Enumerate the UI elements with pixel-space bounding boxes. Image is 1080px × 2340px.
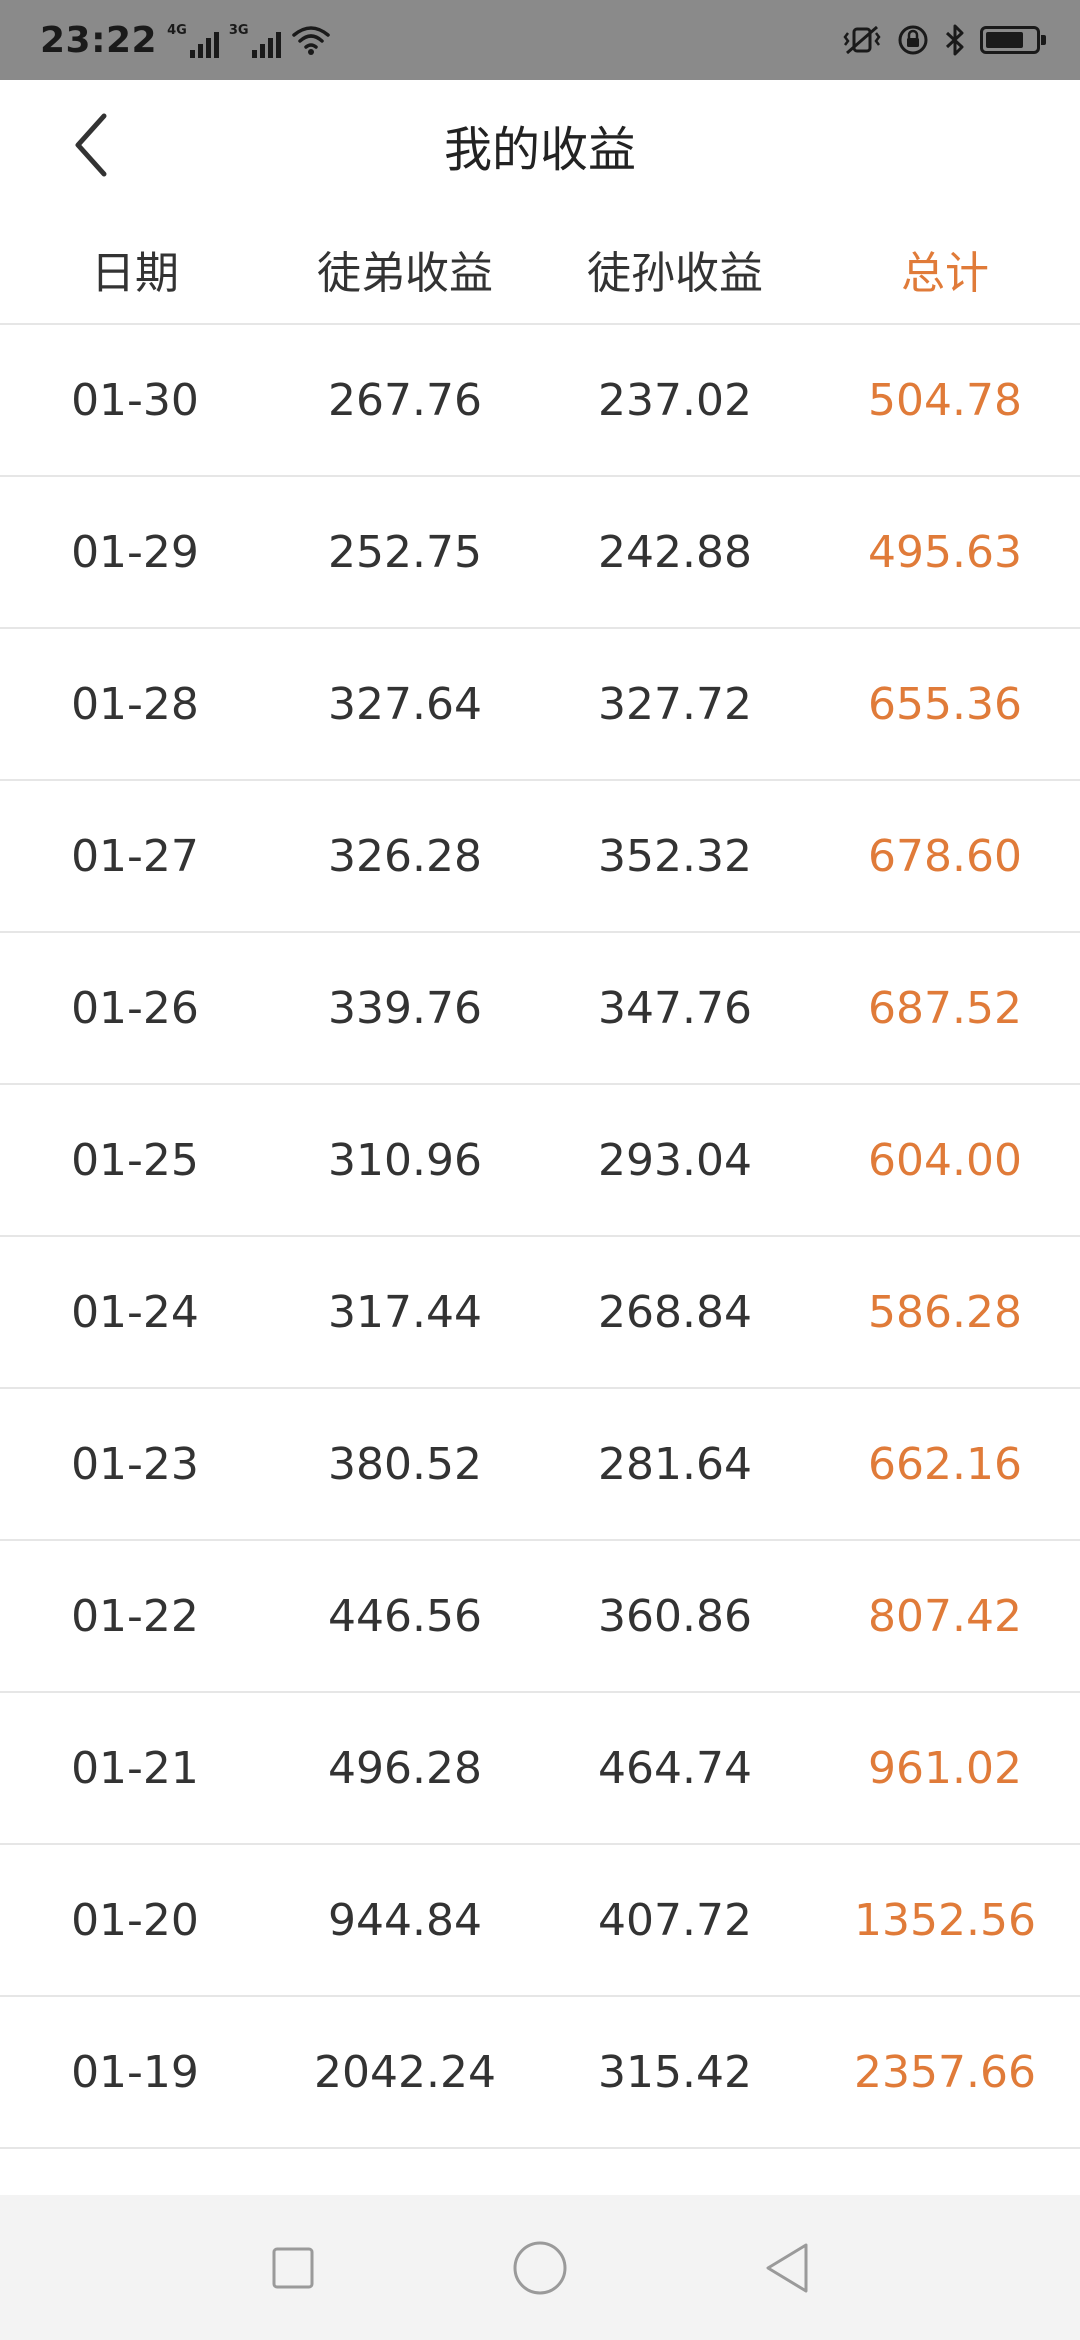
cell-apprentice-earnings: 326.28 <box>328 830 482 882</box>
table-row: 01-23 380.52 281.64 662.16 <box>0 1389 1080 1541</box>
status-time: 23:22 <box>40 19 158 61</box>
table-row: 01-21 496.28 464.74 961.02 <box>0 1693 1080 1845</box>
system-nav-bar <box>0 2195 1080 2340</box>
triangle-left-icon <box>762 2241 812 2295</box>
cell-apprentice-earnings: 339.76 <box>328 982 482 1034</box>
cell-date: 01-23 <box>71 1438 199 1490</box>
cell-date: 01-19 <box>71 2046 199 2098</box>
table-row: 01-19 2042.24 315.42 2357.66 <box>0 1997 1080 2149</box>
net-label-3g: 3G <box>228 22 249 38</box>
table-row: 01-27 326.28 352.32 678.60 <box>0 781 1080 933</box>
status-right <box>842 23 1046 57</box>
wifi-icon <box>291 24 331 56</box>
table-row: 01-29 252.75 242.88 495.63 <box>0 477 1080 629</box>
cell-apprentice-earnings: 267.76 <box>328 374 482 426</box>
cell-grand-apprentice-earnings: 347.76 <box>598 982 752 1034</box>
cell-date: 01-26 <box>71 982 199 1034</box>
column-header-grand-apprentice-earnings: 徒孙收益 <box>587 248 763 299</box>
cell-total: 662.16 <box>868 1438 1022 1490</box>
cell-date: 01-27 <box>71 830 199 882</box>
nav-back-button[interactable] <box>747 2228 827 2308</box>
cell-date: 01-20 <box>71 1894 199 1946</box>
status-bar: 23:22 4G 3G <box>0 0 1080 80</box>
cell-total: 504.78 <box>868 374 1022 426</box>
back-button[interactable] <box>55 100 125 190</box>
square-icon <box>270 2245 316 2291</box>
page-title: 我的收益 <box>443 122 636 178</box>
cell-total: 655.36 <box>868 678 1022 730</box>
cell-grand-apprentice-earnings: 360.86 <box>598 1590 752 1642</box>
cell-total: 807.42 <box>868 1590 1022 1642</box>
cell-apprentice-earnings: 317.44 <box>328 1286 482 1338</box>
bluetooth-icon <box>944 23 966 57</box>
cell-apprentice-earnings: 446.56 <box>328 1590 482 1642</box>
signal-bars-icon <box>189 31 219 58</box>
cell-total: 687.52 <box>868 982 1022 1034</box>
cell-grand-apprentice-earnings: 315.42 <box>598 2046 752 2098</box>
cell-grand-apprentice-earnings: 464.74 <box>598 1742 752 1794</box>
cell-date: 01-28 <box>71 678 199 730</box>
recents-button[interactable] <box>253 2228 333 2308</box>
nav-header: 我的收益 <box>0 80 1080 210</box>
cell-apprentice-earnings: 252.75 <box>328 526 482 578</box>
cell-date: 01-21 <box>71 1742 199 1794</box>
table-row: 01-22 446.56 360.86 807.42 <box>0 1541 1080 1693</box>
column-header-date: 日期 <box>91 248 179 299</box>
table-row: 01-24 317.44 268.84 586.28 <box>0 1237 1080 1389</box>
rotation-lock-icon <box>896 23 930 57</box>
cell-date: 01-29 <box>71 526 199 578</box>
table-header: 日期 徒弟收益 徒孙收益 总计 <box>0 215 1080 325</box>
earnings-table: 日期 徒弟收益 徒孙收益 总计 01-30 267.76 237.02 504.78 0… <box>0 215 1080 2149</box>
cell-date: 01-30 <box>71 374 199 426</box>
cell-apprentice-earnings: 380.52 <box>328 1438 482 1490</box>
cell-grand-apprentice-earnings: 268.84 <box>598 1286 752 1338</box>
signal-3g: 3G <box>229 23 281 58</box>
battery-icon <box>980 26 1046 54</box>
vibrate-mute-icon <box>842 24 882 56</box>
cell-date: 01-22 <box>71 1590 199 1642</box>
cell-grand-apprentice-earnings: 281.64 <box>598 1438 752 1490</box>
cell-apprentice-earnings: 2042.24 <box>314 2046 496 2098</box>
table-row: 01-26 339.76 347.76 687.52 <box>0 933 1080 1085</box>
cell-total: 1352.56 <box>854 1894 1036 1946</box>
table-row: 01-30 267.76 237.02 504.78 <box>0 325 1080 477</box>
cell-grand-apprentice-earnings: 352.32 <box>598 830 752 882</box>
cell-grand-apprentice-earnings: 293.04 <box>598 1134 752 1186</box>
cell-grand-apprentice-earnings: 327.72 <box>598 678 752 730</box>
cell-apprentice-earnings: 944.84 <box>328 1894 482 1946</box>
cell-total: 495.63 <box>868 526 1022 578</box>
cell-total: 604.00 <box>868 1134 1022 1186</box>
net-label-4g: 4G <box>167 22 187 38</box>
cell-grand-apprentice-earnings: 237.02 <box>598 374 752 426</box>
signal-4g: 4G <box>167 23 219 58</box>
cell-apprentice-earnings: 310.96 <box>328 1134 482 1186</box>
table-row: 01-28 327.64 327.72 655.36 <box>0 629 1080 781</box>
column-header-total: 总计 <box>901 248 989 299</box>
cell-total: 586.28 <box>868 1286 1022 1338</box>
cell-total: 2357.66 <box>854 2046 1036 2098</box>
table-row: 01-25 310.96 293.04 604.00 <box>0 1085 1080 1237</box>
cell-date: 01-24 <box>71 1286 199 1338</box>
chevron-left-icon <box>68 110 112 180</box>
cell-apprentice-earnings: 496.28 <box>328 1742 482 1794</box>
cell-date: 01-25 <box>71 1134 199 1186</box>
table-row: 01-20 944.84 407.72 1352.56 <box>0 1845 1080 1997</box>
cell-grand-apprentice-earnings: 407.72 <box>598 1894 752 1946</box>
cell-total: 678.60 <box>868 830 1022 882</box>
signal-bars-icon <box>251 31 281 58</box>
table-body: 01-30 267.76 237.02 504.78 01-29 252.75 242.88… <box>0 325 1080 2149</box>
column-header-apprentice-earnings: 徒弟收益 <box>317 248 493 299</box>
home-button[interactable] <box>500 2228 580 2308</box>
status-left: 23:22 4G 3G <box>40 20 331 61</box>
cell-apprentice-earnings: 327.64 <box>328 678 482 730</box>
circle-icon <box>512 2240 568 2296</box>
cell-total: 961.02 <box>868 1742 1022 1794</box>
cell-grand-apprentice-earnings: 242.88 <box>598 526 752 578</box>
